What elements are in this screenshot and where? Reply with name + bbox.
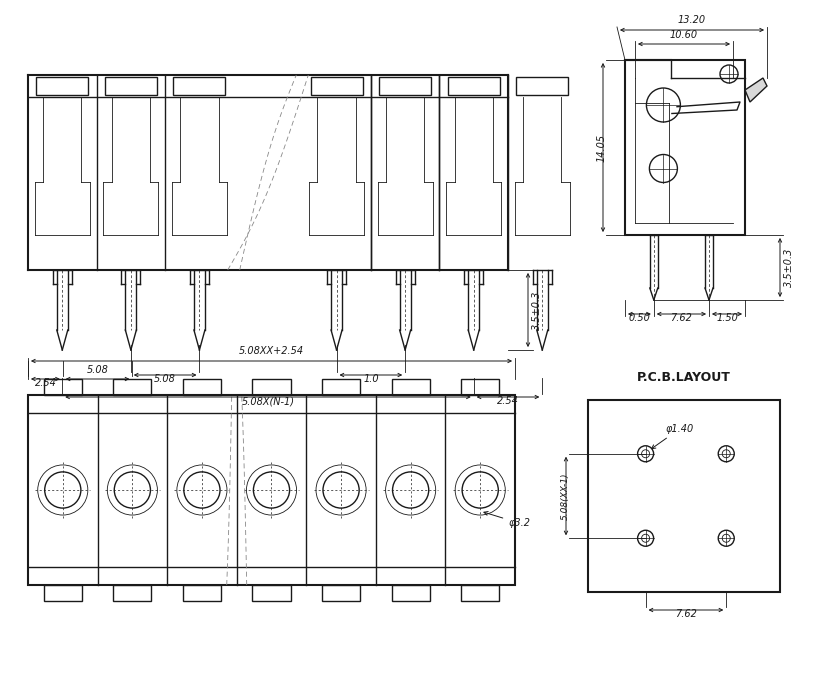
Polygon shape (745, 78, 767, 102)
Bar (105, 77, 157, 95)
Text: 5.08X(N-1): 5.08X(N-1) (242, 396, 295, 406)
Text: 1.0: 1.0 (363, 374, 379, 384)
Bar (182, 585, 221, 601)
Bar (113, 379, 152, 395)
Text: 5.08: 5.08 (87, 365, 108, 375)
Text: φ1.40: φ1.40 (651, 424, 694, 449)
Text: 3.5±0.3: 3.5±0.3 (532, 290, 542, 330)
Bar (311, 77, 362, 95)
Bar (113, 585, 152, 601)
Text: 2.54: 2.54 (497, 396, 519, 406)
Bar (516, 77, 568, 95)
Text: φ3.2: φ3.2 (484, 512, 531, 528)
Bar (588, 400, 780, 592)
Bar (252, 585, 291, 601)
Bar (322, 585, 360, 601)
Bar (28, 395, 515, 585)
Bar (173, 77, 226, 95)
Text: P.C.B.LAYOUT: P.C.B.LAYOUT (637, 371, 731, 384)
Text: 7.62: 7.62 (671, 313, 692, 323)
Bar (182, 379, 221, 395)
Bar (252, 379, 291, 395)
Bar (625, 60, 745, 235)
Text: 5.08(XX-1): 5.08(XX-1) (561, 473, 570, 519)
Bar (461, 585, 499, 601)
Text: 5.08XX+2.54: 5.08XX+2.54 (239, 346, 304, 356)
Text: 7.62: 7.62 (675, 609, 697, 619)
Text: 14.05: 14.05 (597, 134, 607, 162)
Bar (392, 585, 430, 601)
Bar (43, 585, 82, 601)
Text: 0.50: 0.50 (628, 313, 651, 323)
Bar (447, 77, 500, 95)
Bar (36, 77, 88, 95)
Text: 5.08: 5.08 (154, 374, 176, 384)
Bar (379, 77, 431, 95)
Text: 1.50: 1.50 (716, 313, 738, 323)
Text: 3.5±0.3: 3.5±0.3 (784, 248, 794, 287)
Bar (392, 379, 430, 395)
Text: 10.60: 10.60 (670, 30, 698, 40)
Bar (461, 379, 499, 395)
Text: 2.54: 2.54 (34, 378, 57, 388)
Bar (322, 379, 360, 395)
Text: 13.20: 13.20 (678, 15, 706, 25)
Bar (43, 379, 82, 395)
